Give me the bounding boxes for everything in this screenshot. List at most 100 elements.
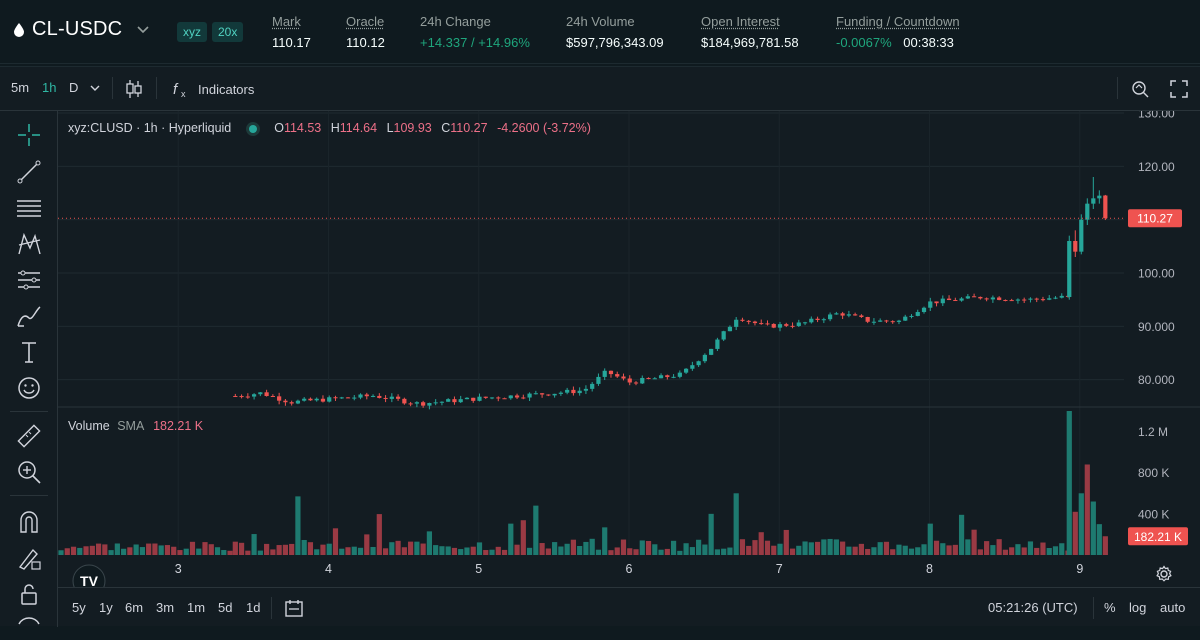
candle-body bbox=[289, 402, 294, 404]
prediction-icon[interactable] bbox=[15, 266, 43, 294]
volume-bar bbox=[1059, 543, 1065, 555]
leverage-badge[interactable]: 20x bbox=[212, 22, 244, 42]
tradingview-logo[interactable]: TV bbox=[72, 564, 106, 598]
interval-d[interactable]: D bbox=[69, 80, 79, 95]
volume-bar bbox=[433, 545, 439, 555]
volume-bar bbox=[257, 550, 263, 555]
volume-bar bbox=[183, 548, 189, 555]
volume-bar bbox=[958, 514, 965, 555]
visibility-icon[interactable] bbox=[15, 612, 43, 627]
candle-body bbox=[458, 399, 463, 403]
volume-bar bbox=[746, 545, 752, 555]
candle-body bbox=[615, 374, 620, 377]
candle-body bbox=[308, 398, 313, 401]
volume-bar bbox=[608, 550, 614, 555]
range-5d[interactable]: 5d bbox=[218, 600, 233, 615]
mark-label[interactable]: Mark bbox=[272, 14, 301, 29]
volume-bar bbox=[121, 548, 127, 555]
funding-label[interactable]: Funding / Countdown bbox=[836, 14, 960, 29]
range-1y[interactable]: 1y bbox=[99, 600, 113, 615]
ohlc-legend: xyz:CLUSD · 1h · Hyperliquid O114.53 H11… bbox=[68, 121, 591, 135]
chart-plot-area[interactable]: 130.00 120.00 110.27 100.00 90.000 80.000 1.2… bbox=[52, 107, 1200, 627]
volume-legend: Volume SMA 182.21 K bbox=[68, 419, 203, 433]
candle-body bbox=[345, 397, 351, 399]
range-3m[interactable]: 3m bbox=[156, 600, 175, 615]
candle-type-icon[interactable] bbox=[125, 79, 143, 99]
volume-stat: 24h Volume $597,796,343.09 bbox=[566, 14, 664, 52]
legend-title: xyz:CLUSD · 1h · Hyperliquid bbox=[68, 121, 232, 135]
percent-toggle[interactable]: % bbox=[1104, 600, 1116, 615]
volume-bar bbox=[345, 547, 351, 555]
interval-1h[interactable]: 1h bbox=[42, 80, 57, 95]
volume-bar bbox=[1009, 547, 1015, 555]
candle-body bbox=[477, 396, 482, 401]
oracle-value: 110.12 bbox=[346, 35, 385, 50]
volume-bar bbox=[376, 514, 382, 555]
zoom-in-icon[interactable] bbox=[15, 458, 43, 486]
log-toggle[interactable]: log bbox=[1129, 600, 1147, 615]
interval-dropdown-icon[interactable] bbox=[90, 83, 100, 93]
volume-label: 24h Volume bbox=[566, 14, 635, 29]
go-to-date-icon[interactable] bbox=[284, 598, 304, 618]
volume-bar bbox=[1084, 464, 1090, 555]
crosshair-icon[interactable] bbox=[15, 121, 43, 149]
candle-body bbox=[245, 396, 250, 398]
volume-bar bbox=[808, 542, 814, 555]
oracle-label[interactable]: Oracle bbox=[346, 14, 385, 29]
ruler-icon[interactable] bbox=[15, 422, 43, 450]
candle-body bbox=[621, 376, 626, 379]
svg-text:TV: TV bbox=[80, 573, 99, 587]
volume-bar bbox=[382, 548, 389, 555]
volume-bar bbox=[508, 523, 514, 555]
candle-body bbox=[295, 400, 301, 404]
volume-bar bbox=[314, 549, 320, 555]
volume-bar bbox=[514, 544, 520, 555]
volume-bar bbox=[221, 550, 227, 555]
candle-body bbox=[978, 296, 983, 299]
lock-icon[interactable] bbox=[15, 580, 43, 608]
auto-toggle[interactable]: auto bbox=[1160, 600, 1186, 615]
brush-icon[interactable] bbox=[15, 302, 43, 330]
time-tick-label: 7 bbox=[776, 562, 783, 576]
candle-body bbox=[959, 298, 964, 301]
volume-bar bbox=[307, 542, 314, 555]
volume-bar bbox=[933, 540, 940, 555]
volume-bar bbox=[733, 493, 739, 555]
fullscreen-icon[interactable] bbox=[1169, 79, 1189, 99]
range-6m[interactable]: 6m bbox=[125, 600, 144, 615]
open-interest-label[interactable]: Open Interest bbox=[701, 14, 780, 29]
volume-bar bbox=[495, 546, 501, 555]
text-icon[interactable] bbox=[15, 338, 43, 366]
pattern-icon[interactable] bbox=[15, 230, 43, 258]
settings-gear-icon[interactable] bbox=[1155, 565, 1173, 583]
volume-bar bbox=[827, 538, 833, 555]
volume-bar bbox=[270, 549, 276, 555]
magnet-icon[interactable] bbox=[15, 508, 43, 536]
draw-lock-icon[interactable] bbox=[15, 544, 43, 572]
candle-body bbox=[903, 316, 908, 321]
screenshot-icon[interactable] bbox=[1130, 79, 1150, 99]
indicators-label: Indicators bbox=[198, 81, 255, 97]
volume-bar bbox=[1034, 547, 1040, 555]
volume-bar bbox=[95, 543, 102, 555]
volume-bar bbox=[558, 546, 564, 555]
symbol-selector[interactable]: CL-USDC bbox=[14, 18, 150, 41]
volume-bar bbox=[227, 550, 233, 555]
trend-line-icon[interactable] bbox=[15, 158, 43, 186]
funding-countdown: 00:38:33 bbox=[903, 35, 954, 50]
emoji-icon[interactable] bbox=[15, 374, 43, 402]
interval-5m[interactable]: 5m bbox=[11, 80, 30, 95]
utc-clock[interactable]: 05:21:26 (UTC) bbox=[988, 600, 1078, 615]
range-1m[interactable]: 1m bbox=[187, 600, 206, 615]
candle-body bbox=[577, 390, 582, 394]
candle-body bbox=[671, 376, 676, 378]
range-5y[interactable]: 5y bbox=[72, 600, 86, 615]
candle-body bbox=[815, 318, 820, 320]
candle-body bbox=[1022, 299, 1027, 301]
candle-body bbox=[709, 348, 714, 355]
candle-body bbox=[746, 320, 751, 322]
volume-bar bbox=[451, 547, 458, 555]
horizontal-lines-icon[interactable] bbox=[15, 194, 43, 222]
range-1d[interactable]: 1d bbox=[246, 600, 261, 615]
